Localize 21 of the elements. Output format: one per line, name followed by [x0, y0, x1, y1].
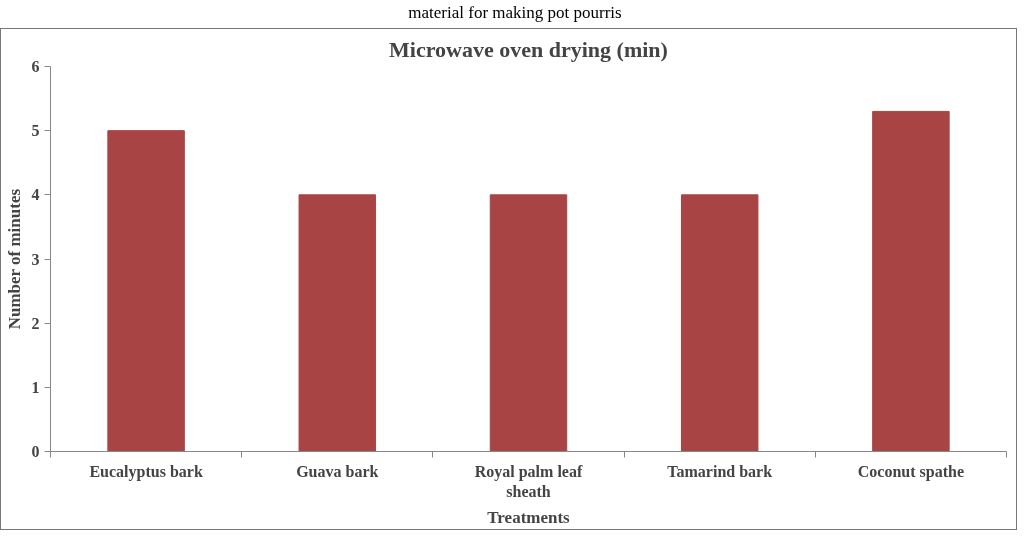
y-tick-label: 3	[31, 250, 40, 268]
y-tick-label: 6	[31, 58, 40, 75]
y-tick-label: 2	[31, 314, 40, 332]
x-tick-label: Guava bark	[296, 462, 379, 480]
x-axis-title: Treatments	[487, 507, 571, 527]
chart-title: Microwave oven drying (min)	[389, 36, 668, 62]
y-tick-label: 4	[31, 186, 40, 204]
bar	[489, 194, 568, 452]
bar	[107, 130, 185, 452]
x-tick-label: Coconut spathe	[857, 462, 965, 481]
text: material for making pot pourris	[408, 3, 622, 22]
x-tick-label: Eucalyptus bark	[89, 462, 203, 481]
bar	[298, 194, 377, 452]
y-tick-label: 5	[31, 122, 40, 140]
y-tick-label: 1	[31, 378, 40, 396]
y-axis-title: Number of minutes	[4, 188, 24, 330]
bar	[872, 110, 950, 452]
x-tick-label: Tamarind bark	[667, 462, 773, 480]
y-tick-label: 0	[31, 443, 40, 460]
x-tick-label: Royal palm leaf sheath	[474, 462, 583, 500]
bar	[680, 194, 759, 452]
